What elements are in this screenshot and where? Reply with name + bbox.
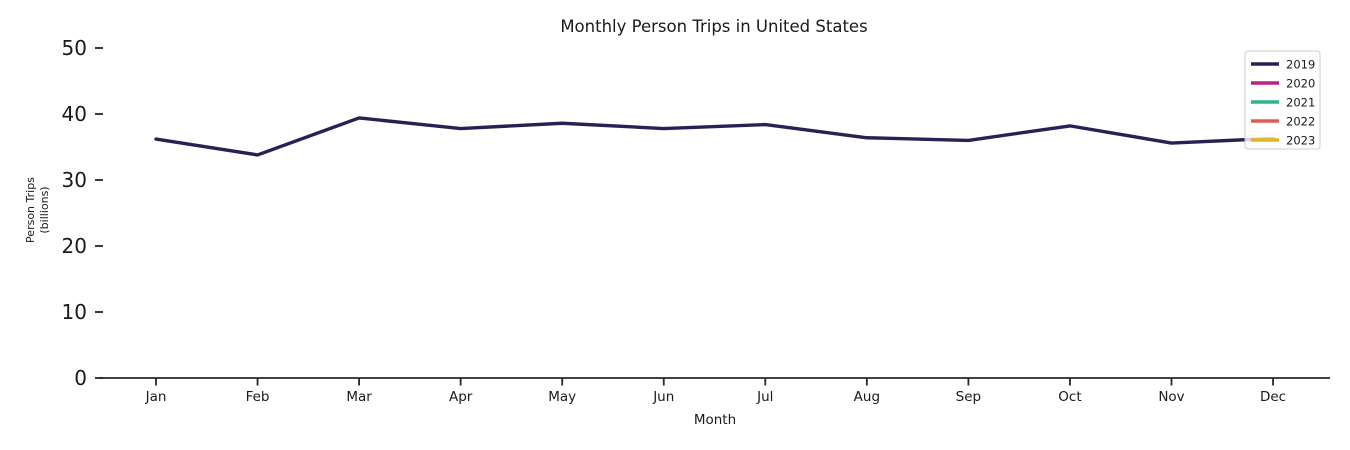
chart-title: Monthly Person Trips in United States [560, 17, 867, 36]
y-tick-label: 0 [74, 366, 87, 390]
series-line-2019 [154, 116, 1275, 157]
x-tick-label: May [548, 389, 576, 405]
x-tick-label: Feb [246, 389, 270, 405]
x-tick-label: Oct [1058, 389, 1081, 405]
x-tick-label: Nov [1158, 389, 1184, 405]
x-tick-label: Jul [756, 389, 773, 405]
legend: 2019 2020 2021 2022 2023 [1244, 50, 1321, 150]
x-tick-label: Dec [1260, 389, 1286, 405]
x-tick-label: Jun [652, 389, 674, 405]
x-tick-label: Jan [145, 389, 167, 405]
y-tick-label: 30 [62, 168, 87, 192]
x-tick-label: Apr [449, 389, 473, 405]
chart-content: Monthly Person Trips in United States Per… [24, 17, 1330, 428]
legend-box [1244, 50, 1321, 150]
y-tick-label: 10 [62, 300, 87, 324]
x-tick-label: Aug [854, 389, 880, 405]
y-axis-label-line2: (billions) [38, 186, 51, 233]
legend-label: 2022 [1286, 115, 1315, 129]
y-tick-label: 50 [62, 36, 87, 60]
legend-label: 2020 [1286, 77, 1315, 91]
x-axis-label: Month [694, 412, 736, 428]
y-tick-label: 40 [62, 102, 87, 126]
legend-label: 2023 [1286, 134, 1315, 148]
legend-label: 2019 [1286, 58, 1315, 72]
y-axis-label-line1: Person Trips [24, 177, 37, 243]
legend-label: 2021 [1286, 96, 1315, 110]
x-tick-label: Mar [346, 389, 372, 405]
y-tick-label: 20 [62, 234, 87, 258]
x-tick-label: Sep [956, 389, 981, 405]
